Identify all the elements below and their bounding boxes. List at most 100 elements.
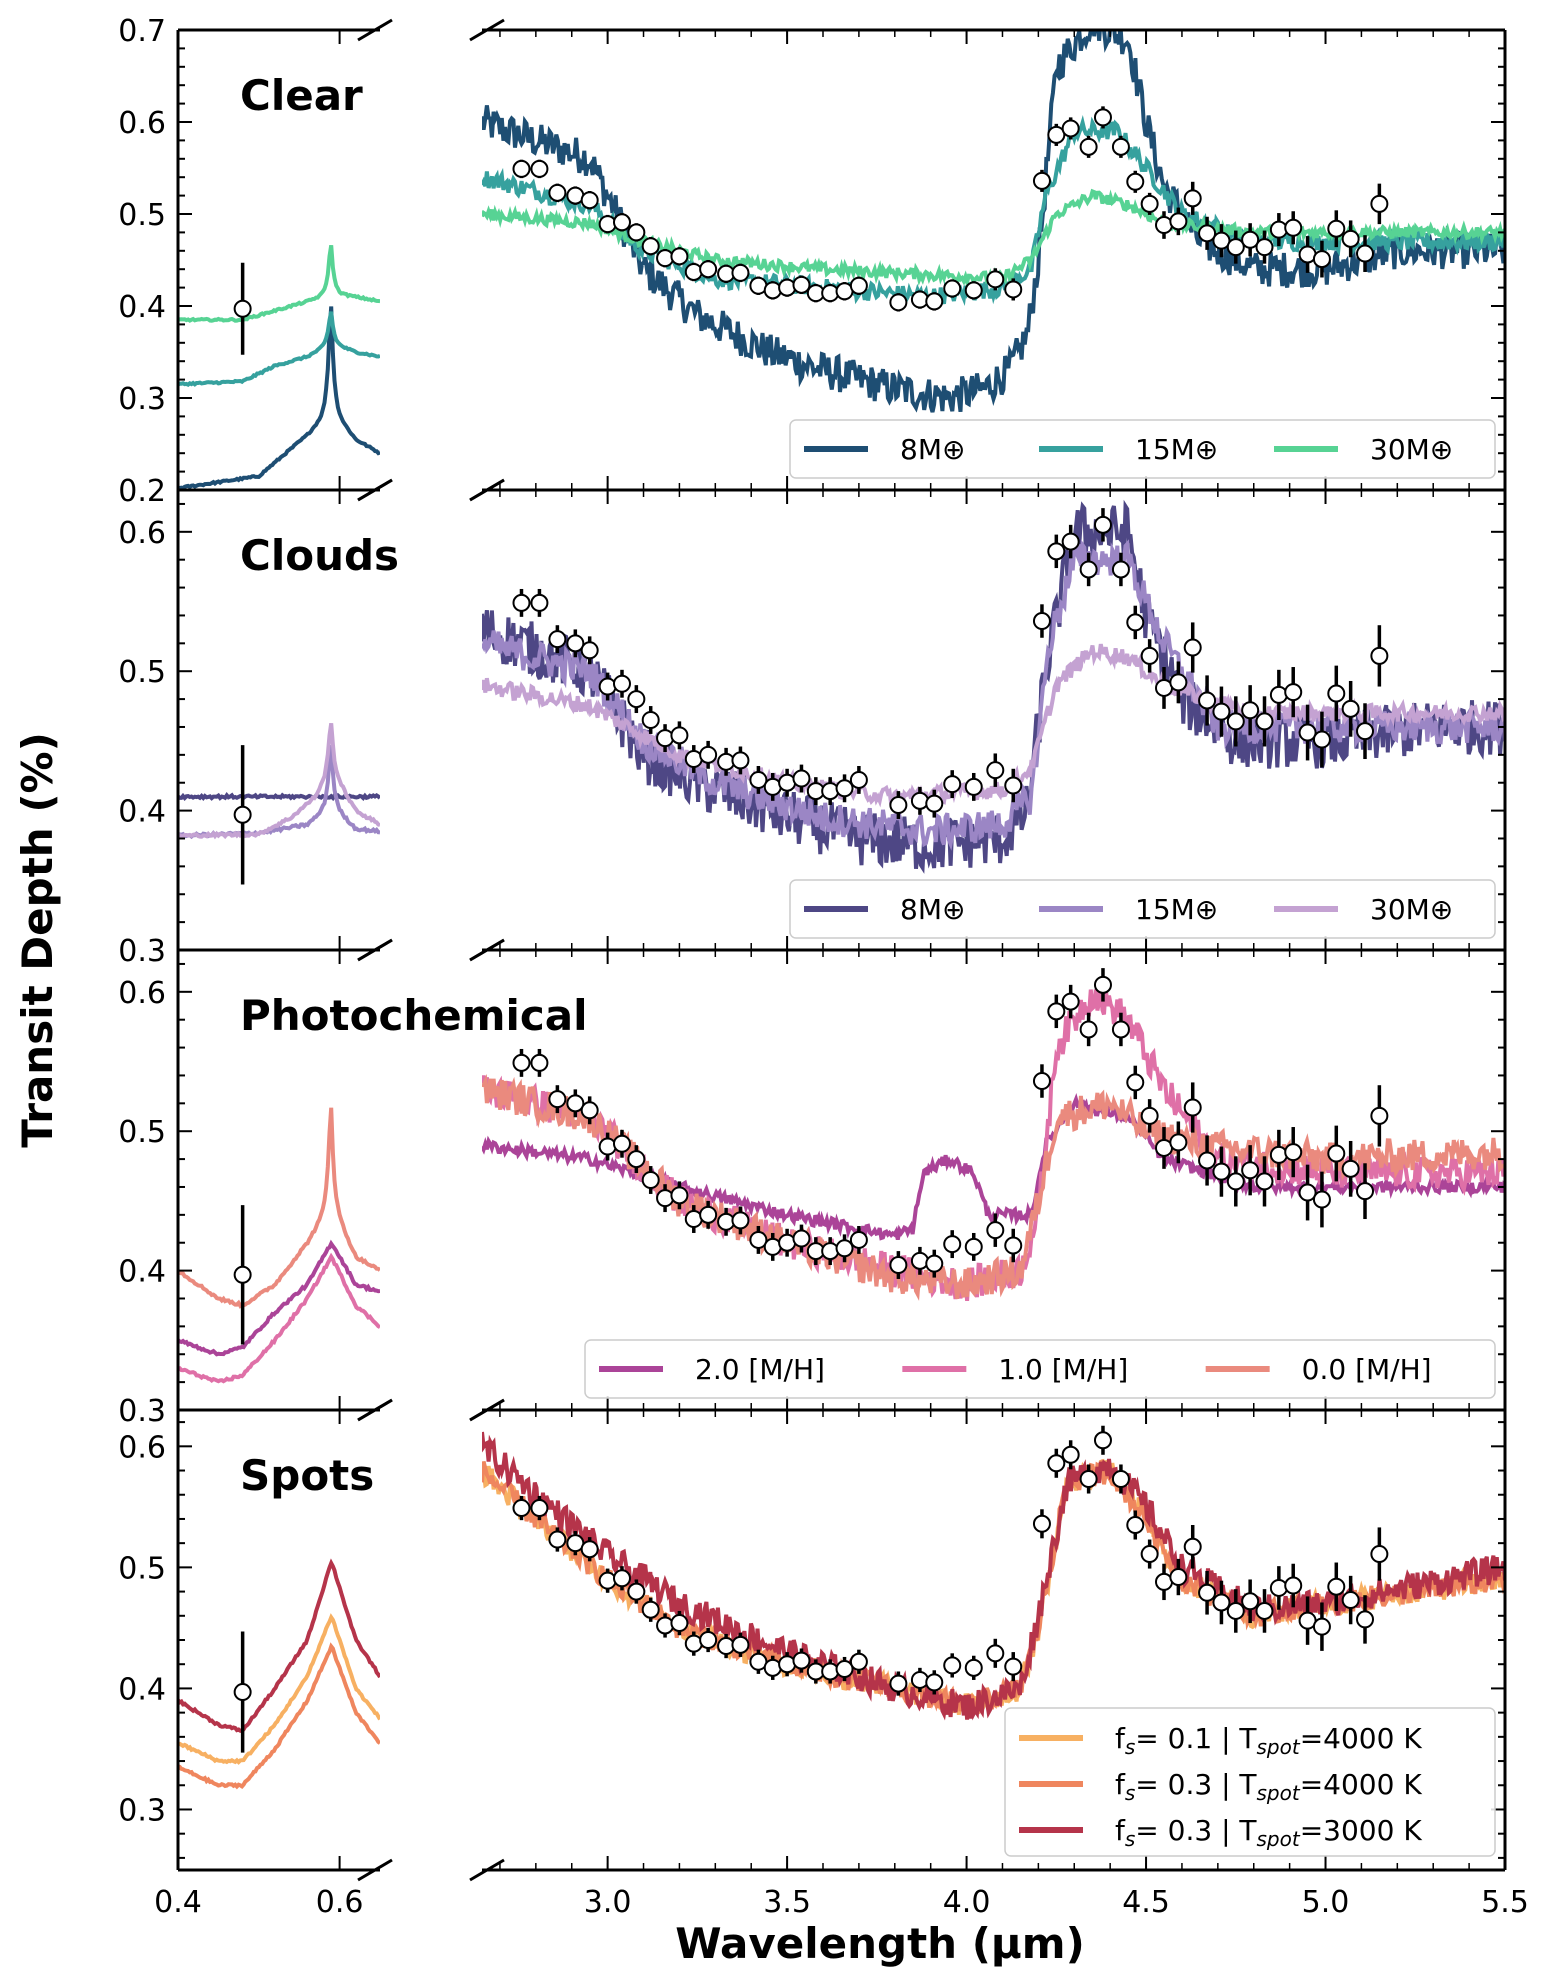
data-point xyxy=(1255,712,1274,731)
data-point xyxy=(580,641,599,660)
data-point xyxy=(1111,1020,1130,1039)
data-point xyxy=(1032,612,1051,631)
data-point xyxy=(763,281,782,300)
data-point xyxy=(925,1254,944,1273)
data-point xyxy=(530,159,549,178)
panel-title: Spots xyxy=(240,1451,374,1500)
data-point xyxy=(1284,1576,1303,1595)
legend-label: 15M⊕ xyxy=(1135,433,1218,466)
data-point xyxy=(1140,194,1159,213)
data-point xyxy=(731,1635,750,1654)
data-point xyxy=(1061,119,1080,138)
legend-label-part: spot xyxy=(1257,1827,1301,1851)
data-point xyxy=(699,260,718,279)
data-point xyxy=(1047,542,1066,561)
data-point xyxy=(580,1101,599,1120)
data-point xyxy=(792,1229,811,1248)
optical-data-point xyxy=(233,805,252,824)
legend-label-part: f xyxy=(1115,1814,1126,1847)
data-point xyxy=(699,1205,718,1224)
panel-title: Clouds xyxy=(240,531,399,580)
legend-label: fs= 0.3 | Tspot=4000 K xyxy=(1115,1768,1422,1805)
legend-label-part: = 0.3 | T xyxy=(1135,1768,1257,1801)
data-point xyxy=(598,1137,617,1156)
data-point xyxy=(986,1644,1005,1663)
data-point xyxy=(684,262,703,281)
data-point xyxy=(889,1256,908,1275)
data-point xyxy=(964,281,983,300)
series-3 xyxy=(178,643,1505,840)
data-point xyxy=(580,1540,599,1559)
data-point xyxy=(986,761,1005,780)
data-point xyxy=(1183,1537,1202,1556)
data-point xyxy=(530,1499,549,1518)
x-tick-label: 5.0 xyxy=(1302,1885,1350,1920)
data-point xyxy=(1093,515,1112,534)
data-point xyxy=(943,775,962,794)
data-point xyxy=(1370,194,1389,213)
data-point xyxy=(548,630,567,649)
data-point xyxy=(627,1150,646,1169)
data-point xyxy=(1032,171,1051,190)
legend-label-part: =4000 K xyxy=(1300,1722,1423,1755)
legend-frame xyxy=(789,419,1496,479)
data-point xyxy=(749,1230,768,1249)
ir-model-line xyxy=(482,499,1505,874)
data-point xyxy=(1212,1162,1231,1181)
legend-label-part: s xyxy=(1125,1781,1135,1805)
legend-frame xyxy=(584,1339,1496,1399)
data-point xyxy=(1356,722,1375,741)
data-point xyxy=(925,1673,944,1692)
data-point xyxy=(512,159,531,178)
ir-model-line xyxy=(482,643,1505,808)
data-point xyxy=(656,1616,675,1635)
data-point xyxy=(670,1614,689,1633)
data-point xyxy=(1226,712,1245,731)
axis-break-mark xyxy=(469,1398,505,1422)
data-point xyxy=(943,1235,962,1254)
y-tick-label: 0.6 xyxy=(118,516,166,551)
axis-break-mark xyxy=(357,18,393,42)
data-point xyxy=(964,1658,983,1677)
data-point xyxy=(1284,683,1303,702)
data-point xyxy=(1327,1577,1346,1596)
optical-model-line xyxy=(178,1252,380,1384)
data-point xyxy=(1093,1431,1112,1450)
data-point xyxy=(1226,238,1245,257)
data-point xyxy=(530,1053,549,1072)
data-point xyxy=(925,794,944,813)
legend-label-part: = 0.1 | T xyxy=(1135,1722,1257,1755)
legend-label-part: f xyxy=(1115,1768,1126,1801)
y-tick-label: 0.4 xyxy=(118,1672,166,1707)
data-point xyxy=(1341,229,1360,248)
data-point xyxy=(1226,1172,1245,1191)
ir-model-line xyxy=(482,114,1505,310)
optical-data-point xyxy=(233,299,252,318)
data-point xyxy=(821,1242,840,1261)
data-point xyxy=(964,1237,983,1256)
data-point xyxy=(835,1239,854,1258)
data-point xyxy=(1079,1470,1098,1488)
legend-label-part: f xyxy=(1115,1722,1126,1755)
y-tick-label: 0.3 xyxy=(118,1394,166,1429)
optical-model-line xyxy=(178,723,380,840)
data-point xyxy=(512,1499,531,1518)
axis-break-mark xyxy=(357,1398,393,1422)
optical-model-line xyxy=(178,244,380,323)
optical-model-line xyxy=(178,1107,380,1309)
data-point xyxy=(1198,1583,1217,1602)
data-point xyxy=(1370,646,1389,665)
data-point xyxy=(1198,224,1217,243)
series-1 xyxy=(178,30,1505,491)
data-point xyxy=(1047,1002,1066,1021)
data-point xyxy=(821,782,840,801)
data-point xyxy=(1126,1073,1145,1092)
y-tick-label: 0.4 xyxy=(118,1255,166,1290)
legend: fs= 0.1 | Tspot=4000 Kfs= 0.3 | Tspot=40… xyxy=(1004,1707,1496,1857)
data-point xyxy=(1183,638,1202,657)
data-point xyxy=(1241,701,1260,720)
data-point xyxy=(1032,1072,1051,1091)
ir-model-line xyxy=(482,1431,1505,1721)
data-point xyxy=(1079,560,1098,579)
